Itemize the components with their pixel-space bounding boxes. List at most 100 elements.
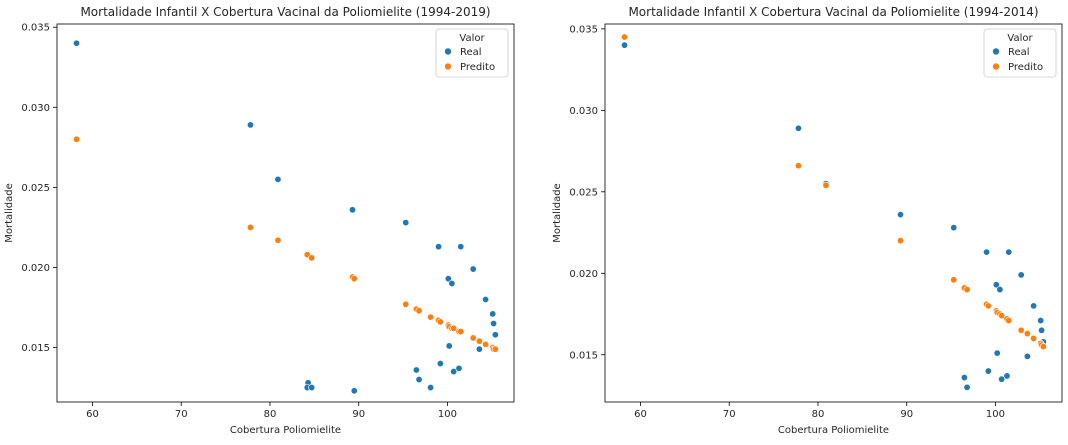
data-point-real	[992, 281, 1000, 289]
y-tick-label: 0.035	[21, 23, 50, 34]
x-tick-label: 60	[86, 409, 99, 420]
data-point-real	[469, 265, 477, 273]
data-point-real	[455, 364, 463, 372]
y-tick-label: 0.015	[21, 343, 50, 354]
data-point-real	[996, 286, 1004, 294]
series-predito	[621, 33, 1047, 351]
data-point-real	[445, 342, 453, 350]
data-point-predito	[350, 275, 358, 283]
data-point-real	[1037, 317, 1045, 325]
chart-title: Mortalidade Infantil X Cobertura Vacinal…	[80, 5, 490, 19]
series-real	[621, 41, 1047, 391]
data-point-real	[993, 349, 1001, 357]
legend-box	[983, 28, 1057, 78]
data-point-real	[444, 275, 452, 283]
data-point-real	[73, 39, 81, 47]
data-point-real	[1003, 372, 1011, 380]
y-tick-label: 0.025	[569, 187, 598, 198]
data-point-predito	[457, 328, 465, 336]
x-tick-label: 90	[352, 409, 365, 420]
y-tick-label: 0.030	[21, 103, 50, 114]
data-point-real	[1017, 271, 1025, 279]
y-tick-label: 0.025	[21, 183, 50, 194]
data-point-predito	[1039, 343, 1047, 351]
data-point-real	[246, 121, 254, 129]
x-tick-label: 80	[264, 409, 277, 420]
series-predito	[73, 135, 499, 353]
legend-label-real: Real	[460, 47, 482, 58]
legend-marker-real	[444, 47, 452, 56]
y-tick-label: 0.030	[569, 106, 598, 117]
x-tick-label: 70	[723, 409, 736, 420]
data-point-real	[963, 383, 971, 391]
legend-label-real: Real	[1008, 47, 1030, 58]
data-point-predito	[475, 337, 483, 345]
data-point-real	[415, 376, 423, 384]
data-point-real	[983, 248, 991, 256]
data-point-real	[348, 206, 356, 214]
data-point-predito	[427, 313, 435, 321]
y-tick-label: 0.020	[569, 269, 598, 280]
x-tick-label: 100	[438, 409, 457, 420]
legend: Valor Real Predito	[435, 28, 509, 78]
x-tick-label: 100	[986, 409, 1005, 420]
data-point-real	[950, 224, 958, 232]
data-point-real	[491, 331, 499, 339]
legend-label-predito: Predito	[460, 62, 495, 73]
data-point-real	[998, 375, 1006, 383]
data-point-predito	[896, 237, 904, 245]
x-tick-label: 90	[900, 409, 913, 420]
data-point-real	[308, 384, 316, 392]
data-point-real	[427, 384, 435, 392]
plot-frame	[604, 23, 1063, 403]
data-point-real	[794, 124, 802, 132]
x-tick-label: 80	[812, 409, 825, 420]
data-point-real	[1038, 326, 1046, 334]
data-point-predito	[436, 318, 444, 326]
legend-marker-predito	[444, 62, 452, 71]
x-tick-label: 70	[175, 409, 188, 420]
legend-box	[435, 28, 509, 78]
data-point-predito	[482, 340, 490, 348]
data-point-predito	[794, 162, 802, 170]
data-point-predito	[822, 181, 830, 189]
data-point-real	[457, 243, 465, 251]
data-point-predito	[621, 33, 629, 41]
chart-title: Mortalidade Infantil X Cobertura Vacinal…	[628, 5, 1038, 19]
legend: Valor Real Predito	[983, 28, 1057, 78]
chart-right: Mortalidade Infantil X Cobertura Vacinal…	[552, 5, 1063, 436]
y-axis-label: Mortalidade	[552, 183, 563, 242]
chart-left: Mortalidade Infantil X Cobertura Vacinal…	[4, 5, 515, 436]
data-point-real	[490, 320, 498, 328]
data-point-real	[1030, 302, 1038, 310]
data-point-real	[489, 310, 497, 318]
data-point-real	[448, 279, 456, 287]
series-real	[73, 39, 499, 395]
data-point-predito	[308, 254, 316, 262]
data-point-predito	[402, 300, 410, 308]
data-point-predito	[415, 307, 423, 315]
data-point-predito	[950, 276, 958, 284]
data-point-real	[482, 295, 490, 303]
data-point-real	[984, 367, 992, 375]
y-axis-label: Mortalidade	[4, 183, 15, 242]
data-point-predito	[1017, 326, 1025, 334]
data-point-predito	[1005, 317, 1013, 325]
data-point-predito	[1023, 330, 1031, 338]
data-point-predito	[1030, 334, 1038, 342]
legend-label-predito: Predito	[1008, 62, 1043, 73]
data-point-predito	[469, 334, 477, 342]
data-point-real	[436, 360, 444, 368]
data-point-predito	[998, 312, 1006, 320]
legend-marker-predito	[992, 62, 1000, 71]
data-point-real	[274, 175, 282, 183]
data-point-predito	[491, 345, 499, 353]
data-point-real	[1023, 352, 1031, 360]
x-tick-label: 60	[634, 409, 647, 420]
x-axis-label: Cobertura Poliomielite	[778, 425, 889, 436]
data-point-predito	[984, 302, 992, 310]
data-point-predito	[274, 236, 282, 244]
legend-title: Valor	[459, 33, 485, 44]
